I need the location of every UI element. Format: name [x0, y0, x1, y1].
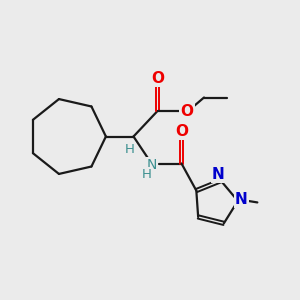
Text: N: N	[235, 192, 248, 207]
Text: H: H	[142, 168, 152, 182]
Text: O: O	[151, 71, 164, 86]
Text: O: O	[175, 124, 188, 139]
Text: O: O	[180, 103, 194, 118]
Text: N: N	[212, 167, 225, 182]
Text: N: N	[147, 158, 157, 172]
Text: H: H	[125, 142, 135, 156]
